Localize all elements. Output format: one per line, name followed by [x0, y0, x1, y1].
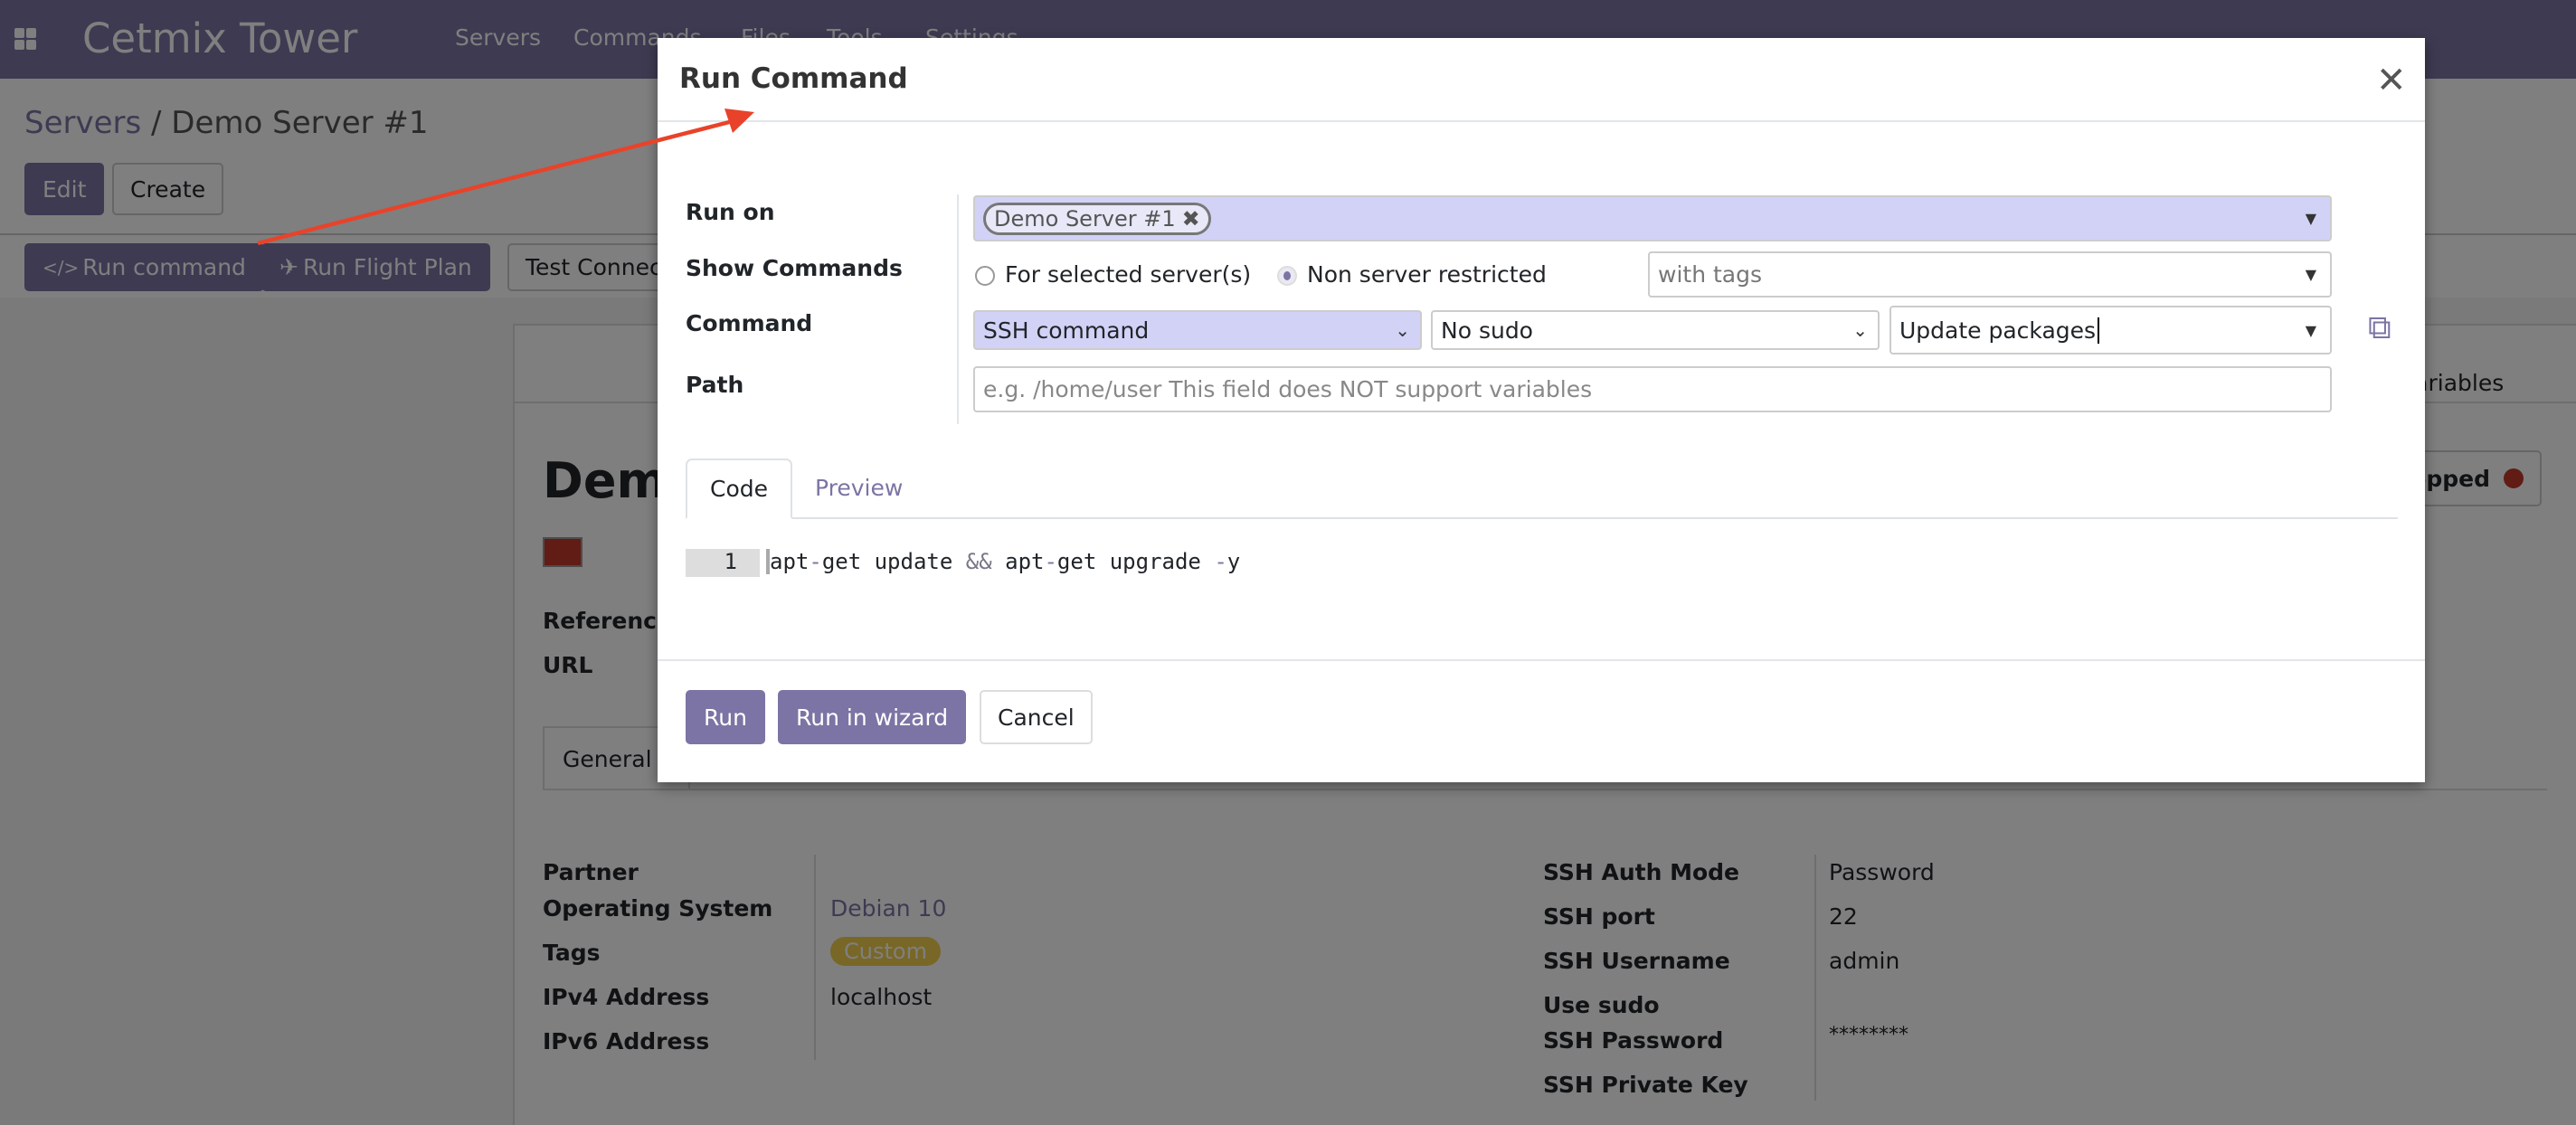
cancel-button[interactable]: Cancel: [980, 690, 1093, 744]
tags-filter-field[interactable]: with tags ▼: [1648, 251, 2332, 298]
line-number: 1: [686, 549, 760, 577]
dropdown-caret-icon[interactable]: ▼: [2305, 266, 2316, 283]
tab-preview[interactable]: Preview: [815, 475, 904, 501]
code-token: &&: [965, 549, 992, 574]
tab-code[interactable]: Code: [686, 459, 792, 519]
command-type-select[interactable]: SSH command ⌄: [973, 310, 1422, 350]
code-token: -: [809, 549, 822, 574]
run-on-label: Run on: [686, 199, 775, 225]
code-token: y: [1226, 549, 1241, 574]
code-token: get update: [821, 549, 966, 574]
run-in-wizard-button[interactable]: Run in wizard: [778, 690, 967, 744]
command-name-input[interactable]: Update packages ▼: [1889, 306, 2332, 355]
arrow-head-icon: [724, 109, 754, 133]
close-icon[interactable]: ✕: [2376, 60, 2407, 101]
tags-placeholder: with tags: [1658, 261, 1763, 288]
radio-label: Non server restricted: [1307, 261, 1547, 288]
dialog-title: Run Command: [679, 62, 908, 95]
sudo-value: No sudo: [1441, 317, 1533, 344]
radio-selected-icon[interactable]: [1277, 266, 1297, 286]
command-type-value: SSH command: [983, 317, 1150, 344]
code-token: apt: [991, 549, 1045, 574]
code-token: -: [1214, 549, 1227, 574]
run-on-field[interactable]: Demo Server #1 ✖ ▼: [973, 195, 2332, 241]
server-tag: Demo Server #1 ✖: [983, 202, 1211, 235]
radio-for-selected-servers[interactable]: For selected server(s): [975, 261, 1251, 288]
run-command-dialog: Run Command ✕ Run on Show Commands Comma…: [658, 38, 2425, 782]
path-label: Path: [686, 372, 744, 398]
radio-non-server-restricted[interactable]: Non server restricted: [1277, 261, 1547, 288]
arrow-line: [257, 118, 737, 246]
code-token: apt: [770, 549, 810, 574]
path-placeholder: e.g. /home/user This field does NOT supp…: [983, 376, 1593, 402]
show-commands-label: Show Commands: [686, 255, 903, 281]
server-tag-label: Demo Server #1: [994, 205, 1176, 232]
text-cursor: [2098, 317, 2100, 344]
external-link-icon[interactable]: ⧉: [2368, 309, 2391, 346]
dropdown-caret-icon[interactable]: ▼: [2305, 210, 2316, 227]
code-editor[interactable]: apt-get update && apt-get upgrade -y: [766, 549, 1240, 574]
chevron-down-icon: ⌄: [1395, 319, 1410, 341]
command-name-value: Update packages: [1899, 317, 2097, 344]
divider: [658, 120, 2425, 122]
path-input[interactable]: e.g. /home/user This field does NOT supp…: [973, 366, 2332, 412]
radio-icon[interactable]: [975, 266, 995, 286]
dropdown-caret-icon[interactable]: ▼: [2305, 321, 2316, 339]
divider: [658, 659, 2425, 661]
run-button[interactable]: Run: [686, 690, 765, 744]
code-token: get upgrade: [1056, 549, 1215, 574]
code-token: -: [1044, 549, 1057, 574]
remove-tag-icon[interactable]: ✖: [1181, 205, 1200, 232]
chevron-down-icon: ⌄: [1852, 319, 1868, 341]
divider: [686, 517, 2398, 519]
command-label: Command: [686, 310, 813, 336]
divider: [957, 194, 959, 424]
radio-label: For selected server(s): [1005, 261, 1252, 288]
sudo-select[interactable]: No sudo ⌄: [1431, 310, 1880, 350]
